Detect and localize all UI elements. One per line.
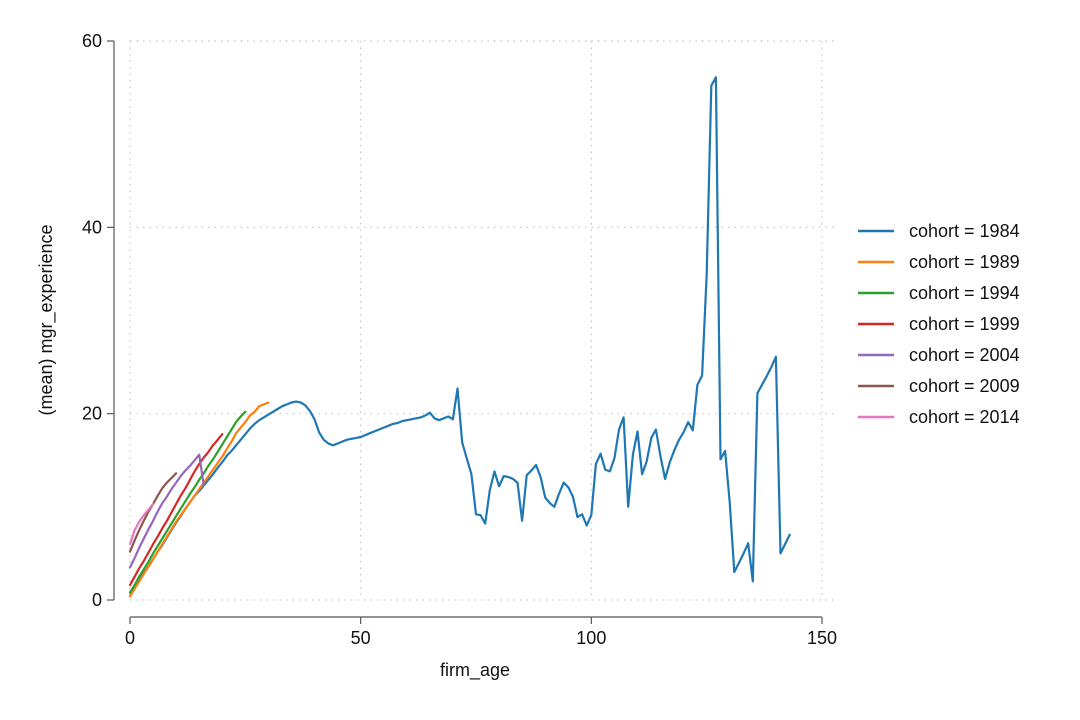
x-tick-label: 50 <box>351 628 371 648</box>
series-line-cohort-1984 <box>128 76 791 594</box>
axes: 0 20 40 60 0 50 100 150 <box>82 31 837 648</box>
y-tick-label: 60 <box>82 31 102 51</box>
legend-label: cohort = 2014 <box>909 407 1020 427</box>
series-line-cohort-2004 <box>128 453 205 569</box>
plot-area <box>128 76 791 598</box>
x-axis-label: firm_age <box>440 660 510 681</box>
x-tick-label: 0 <box>125 628 135 648</box>
legend: cohort = 1984 cohort = 1989 cohort = 1994 c… <box>858 221 1020 427</box>
x-tick-label: 150 <box>807 628 837 648</box>
y-tick-label: 0 <box>92 590 102 610</box>
legend-label: cohort = 2009 <box>909 376 1020 396</box>
series-line-cohort-1999 <box>128 433 224 587</box>
legend-label: cohort = 1989 <box>909 252 1020 272</box>
legend-label: cohort = 1984 <box>909 221 1020 241</box>
legend-label: cohort = 1994 <box>909 283 1020 303</box>
y-tick-label: 20 <box>82 404 102 424</box>
series-line-cohort-2009 <box>128 472 178 553</box>
grid <box>129 40 834 601</box>
series-line-cohort-1989 <box>128 401 270 598</box>
legend-label: cohort = 1999 <box>909 314 1020 334</box>
series-line-cohort-2014 <box>128 502 155 546</box>
legend-label: cohort = 2004 <box>909 345 1020 365</box>
y-axis-label: (mean) mgr_experience <box>36 224 57 415</box>
series-line-cohort-1994 <box>128 410 247 594</box>
x-tick-label: 100 <box>576 628 606 648</box>
y-tick-label: 40 <box>82 217 102 237</box>
